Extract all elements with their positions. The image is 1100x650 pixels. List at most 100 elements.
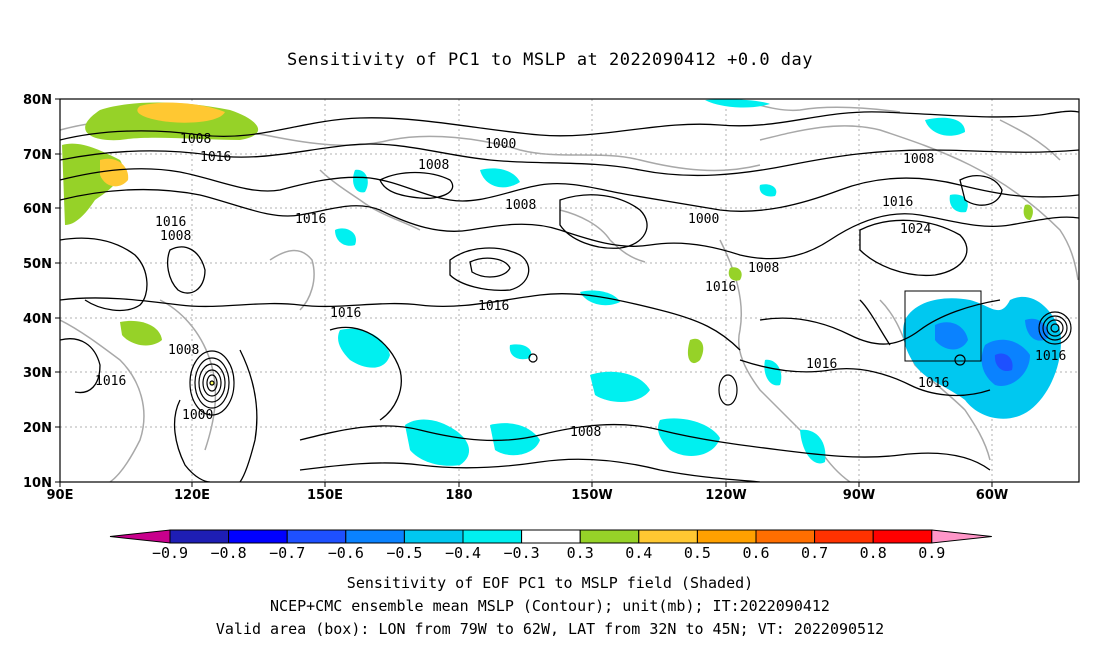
colorbar-left-arrow	[109, 529, 171, 544]
shade-negative-patch	[759, 184, 777, 197]
shade-positive-patch	[1023, 204, 1033, 220]
colorbar-tick-label: −0.9	[152, 544, 188, 562]
contour-label: 1016	[200, 150, 231, 165]
caption-line-2: NCEP+CMC ensemble mean MSLP (Contour); u…	[270, 597, 830, 615]
shade-negative-patch	[935, 322, 968, 350]
valid-area-box	[904, 290, 982, 362]
colorbar-tick-label: −0.3	[504, 544, 540, 562]
colorbar-segment	[462, 529, 523, 544]
colorbar-tick-label: 0.7	[801, 544, 828, 562]
shade-negative-patch	[705, 99, 770, 108]
shade-negative-patch	[480, 168, 520, 188]
x-tick-label: 90W	[843, 488, 875, 503]
x-tick-label: 90E	[47, 488, 74, 503]
page-title: Sensitivity of PC1 to MSLP at 2022090412…	[286, 50, 813, 70]
shade-negative-patch	[764, 359, 782, 386]
shade-negative-patch	[509, 344, 532, 360]
contour-label: 1016	[330, 306, 361, 321]
colorbar-segment	[638, 529, 698, 544]
colorbar-tick-label: −0.6	[328, 544, 364, 562]
contour-label: 1000	[485, 137, 516, 152]
colorbar-labels: −0.9 −0.8 −0.7 −0.6 −0.5 −0.4 −0.3 0.3 0.4 0.5 0.6…	[152, 544, 945, 562]
x-tick-label: 150E	[307, 488, 343, 503]
mslp-contours	[60, 110, 1079, 482]
shade-negative-patch	[335, 228, 356, 246]
shade-negative-patch	[994, 353, 1013, 372]
colorbar-tick-label: −0.8	[211, 544, 247, 562]
contour-label: 1016	[705, 280, 736, 295]
colorbar-segment	[403, 529, 464, 544]
contour-label: 1016	[1035, 349, 1066, 364]
x-tick-label: 60W	[976, 488, 1008, 503]
contour-label: 1016	[918, 376, 949, 391]
shade-negative-patch	[925, 117, 965, 136]
x-tick-label: 180	[445, 488, 472, 503]
colorbar-segment	[521, 529, 581, 544]
contour-label: 1016	[806, 357, 837, 372]
shade-positive-patch	[687, 338, 704, 364]
colorbar-segment	[169, 529, 230, 544]
contour-label: 1008	[418, 158, 449, 173]
axis-ticks	[55, 98, 993, 487]
colorbar-segment	[345, 529, 405, 544]
y-tick-label: 40N	[23, 312, 52, 327]
shade-positive-patch	[120, 320, 162, 346]
x-axis-labels: 90E 120E 150E 180 150W 120W 90W 60W	[47, 488, 1009, 503]
shade-negative-patch	[1025, 318, 1049, 341]
colorbar-tick-label: −0.7	[269, 544, 305, 562]
y-tick-label: 30N	[23, 366, 52, 381]
shaded-sensitivity	[62, 99, 1061, 466]
colorbar-segment	[872, 529, 933, 544]
shade-positive-patch	[100, 158, 129, 187]
shade-negative-patch	[580, 290, 620, 306]
shade-positive-patch	[728, 267, 742, 281]
y-tick-label: 80N	[23, 93, 52, 108]
contour-label: 1016	[295, 212, 326, 227]
colorbar-segment	[814, 529, 874, 544]
x-tick-label: 150W	[571, 488, 612, 503]
caption-line-3: Valid area (box): LON from 79W to 62W, L…	[215, 620, 885, 638]
contour-label: 1008	[570, 425, 601, 440]
y-tick-label: 50N	[23, 257, 52, 272]
contour-label: 1016	[95, 374, 126, 389]
contour-label: 1008	[903, 152, 934, 167]
colorbar-tick-label: 0.4	[625, 544, 652, 562]
contour-label: 1008	[180, 132, 211, 147]
colorbar-tick-label: 0.8	[860, 544, 887, 562]
colorbar-tick-label: 0.5	[684, 544, 711, 562]
shade-negative-patch	[405, 419, 470, 466]
contour-label: 1008	[168, 343, 199, 358]
colorbar-segment	[286, 529, 347, 544]
contour-label: 1016	[882, 195, 913, 210]
y-tick-label: 60N	[23, 202, 52, 217]
colorbar	[109, 529, 992, 544]
y-axis-labels: 10N 20N 30N 40N 50N 60N 70N 80N	[23, 93, 52, 491]
contour-label: 1016	[478, 299, 509, 314]
map-area: 1008 1016 1000 1008 1008 1016 1000 1008 …	[60, 99, 1079, 482]
y-tick-label: 10N	[23, 476, 52, 491]
colorbar-tick-label: 0.3	[567, 544, 594, 562]
contour-label: 1000	[182, 408, 213, 423]
contour-label: 1008	[748, 261, 779, 276]
shade-negative-patch	[590, 371, 650, 402]
x-tick-label: 120W	[705, 488, 746, 503]
shade-negative-patch	[338, 328, 390, 368]
y-tick-label: 70N	[23, 148, 52, 163]
colorbar-tick-label: 0.6	[742, 544, 769, 562]
x-tick-label: 120E	[174, 488, 210, 503]
contour-label: 1000	[688, 212, 719, 227]
colorbar-segment	[579, 529, 640, 544]
shade-negative-patch	[800, 429, 826, 464]
contour-labels: 1008 1016 1000 1008 1008 1016 1000 1008 …	[95, 132, 1066, 440]
colorbar-segment	[228, 529, 288, 544]
colorbar-tick-label: −0.4	[445, 544, 481, 562]
caption-line-1: Sensitivity of EOF PC1 to MSLP field (Sh…	[346, 574, 754, 592]
colorbar-right-arrow	[931, 529, 992, 544]
colorbar-tick-label: 0.9	[918, 544, 945, 562]
shade-negative-patch	[658, 418, 720, 457]
contour-label: 1016	[155, 215, 186, 230]
colorbar-tick-label: −0.5	[386, 544, 422, 562]
contour-label: 1008	[505, 198, 536, 213]
shade-positive-patch	[137, 102, 225, 123]
